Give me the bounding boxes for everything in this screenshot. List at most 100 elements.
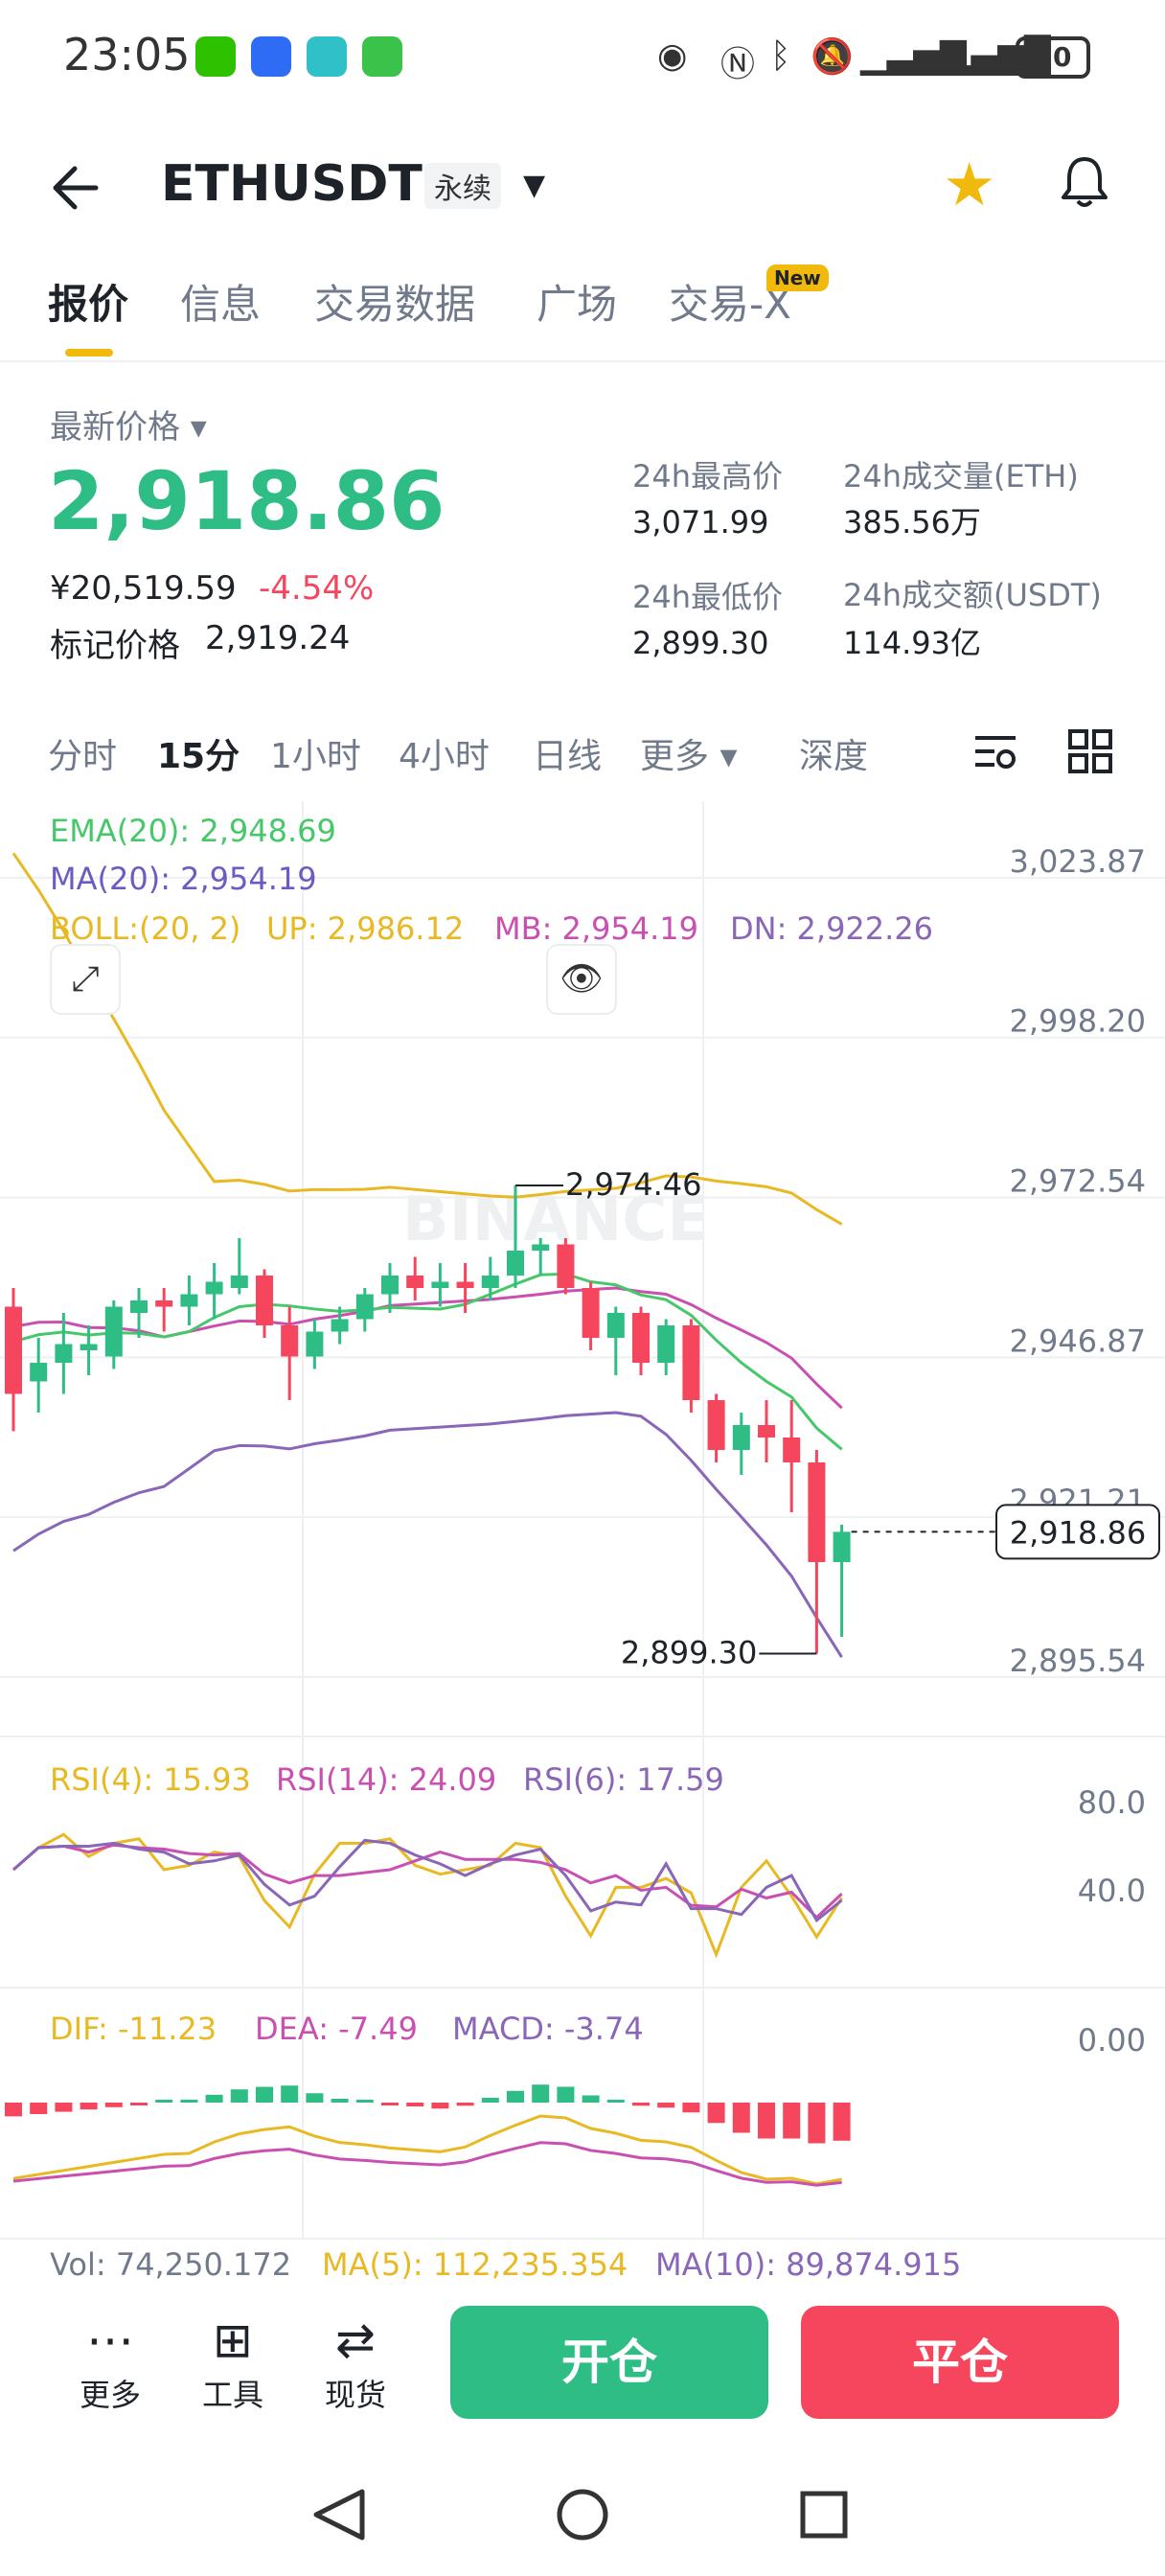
macd-bar <box>632 2103 650 2106</box>
macd-bar <box>783 2103 801 2139</box>
candle-body <box>707 1400 725 1450</box>
vol-ma10-label: MA(10): 89,874.915 <box>655 2246 962 2283</box>
candle-body <box>632 1313 650 1363</box>
favorite-star-icon[interactable]: ★ <box>943 150 996 219</box>
interval-1h[interactable]: 1小时 <box>270 737 361 776</box>
latest-price-label[interactable]: 最新价格 ▾ <box>50 408 207 447</box>
rsi-axis-label: 40.0 <box>1078 1873 1146 1909</box>
fullscreen-icon[interactable]: ⤢ <box>50 944 121 1015</box>
bell-icon[interactable] <box>1058 153 1111 215</box>
ma-label: MA(20): 2,954.19 <box>50 861 317 897</box>
grid-layout-icon[interactable] <box>1067 728 1113 778</box>
candle-body <box>230 1276 248 1288</box>
macd-bar <box>5 2103 22 2117</box>
interval-1d[interactable]: 日线 <box>533 737 603 776</box>
candle-body <box>808 1462 826 1562</box>
symbol-title[interactable]: ETHUSDT <box>161 155 423 213</box>
nav-recents-icon <box>800 2491 848 2539</box>
binance-watermark: BINANCE <box>402 1184 709 1255</box>
macd-bar <box>104 2103 123 2107</box>
boll-upper-line <box>11 852 843 1226</box>
tab-square[interactable]: 广场 <box>537 281 618 328</box>
more-icon: ⋯ <box>86 2312 134 2368</box>
macd-bar <box>155 2100 173 2103</box>
current-price-box <box>995 1504 1160 1560</box>
price-axis-label: 2,998.20 <box>1010 1003 1147 1040</box>
nav-back-icon <box>313 2489 365 2541</box>
interval-4h[interactable]: 4小时 <box>399 737 490 776</box>
tab-quote[interactable]: 报价 <box>48 281 129 328</box>
volume-value: 385.56万 <box>843 504 981 540</box>
status-bar: 23:05 ◉ Ⓝ ᛒ 🔕 ▁▃▅▇ ▂▄▆█ 70 <box>0 0 1165 115</box>
chart-area[interactable]: 3,023.87 2,998.20 2,972.54 2,946.87 2,921.21… <box>0 801 1165 2240</box>
signal-1-icon: ▁▃▅▇ <box>860 36 967 76</box>
low-marker-label: 2,899.30 <box>621 1635 758 1671</box>
active-tab-indicator <box>65 349 113 356</box>
candlestick-chart[interactable]: 3,023.872,998.202,972.542,946.872,921.21… <box>0 801 1165 2277</box>
macd-bar <box>657 2103 675 2108</box>
volume-label: 24h成交量(ETH) <box>843 458 1079 494</box>
candle-body <box>205 1281 223 1295</box>
candle-body <box>355 1294 374 1320</box>
candle-body <box>256 1276 273 1325</box>
spot-button[interactable]: ⇄ 现货 <box>312 2310 399 2415</box>
macd-bar <box>507 2090 524 2103</box>
macd-bar <box>707 2103 725 2124</box>
eye-toggle-icon[interactable]: 👁 <box>546 944 617 1015</box>
vol-ma5-label: MA(5): 112,235.354 <box>322 2246 628 2283</box>
candle-body <box>833 1531 851 1562</box>
candle-body <box>381 1276 399 1295</box>
macd-bar <box>406 2103 424 2106</box>
macd-bar <box>833 2103 851 2141</box>
mark-price: 2,919.24 <box>205 619 351 657</box>
amount-label: 24h成交额(USDT) <box>843 577 1102 613</box>
candle-body <box>55 1344 73 1363</box>
macd-bar <box>758 2103 775 2139</box>
vol-label: Vol: 74,250.172 <box>50 2246 292 2283</box>
macd-bar <box>431 2103 449 2109</box>
candle-body <box>783 1438 801 1462</box>
price-axis-label: 2,895.54 <box>1010 1643 1147 1679</box>
tab-bar <box>0 268 1165 362</box>
candle-body <box>431 1281 449 1288</box>
amount-value: 114.93亿 <box>843 625 981 661</box>
macd-bar <box>281 2085 299 2103</box>
low-value: 2,899.30 <box>632 625 769 661</box>
interval-15m[interactable]: 15分 <box>157 737 240 776</box>
depth-tab[interactable]: 深度 <box>799 737 869 776</box>
macd-bar <box>130 2103 148 2105</box>
macd-axis-label: 0.00 <box>1078 2022 1146 2058</box>
nfc-icon: Ⓝ <box>720 45 756 84</box>
tools-icon: ⊞ <box>213 2312 253 2368</box>
boll-up-label: UP: 2,986.12 <box>266 910 465 947</box>
macd-bar <box>532 2084 550 2103</box>
close-position-button[interactable]: 平仓 <box>801 2306 1119 2419</box>
macd-bar <box>481 2098 499 2103</box>
price-axis-label: 2,972.54 <box>1010 1162 1147 1199</box>
new-badge: New <box>766 264 829 291</box>
rsi4-label: RSI(4): 15.93 <box>50 1761 251 1798</box>
price-change: -4.54% <box>259 569 375 608</box>
ema-label: EMA(20): 2,948.69 <box>50 813 336 849</box>
tab-info[interactable]: 信息 <box>180 281 262 328</box>
candle-body <box>582 1288 600 1338</box>
more-button[interactable]: ⋯ 更多 <box>67 2310 153 2415</box>
candle-body <box>732 1425 750 1450</box>
signal-2-icon: ▂▄▆█ <box>945 36 1051 76</box>
bluetooth-icon: ᛒ <box>770 36 791 76</box>
back-arrow-icon[interactable] <box>48 161 105 224</box>
open-position-button[interactable]: 开仓 <box>450 2306 768 2419</box>
tools-button[interactable]: ⊞ 工具 <box>190 2310 276 2415</box>
interval-time[interactable]: 分时 <box>48 737 118 776</box>
macd-bar <box>30 2103 48 2114</box>
chart-settings-icon[interactable] <box>971 728 1019 780</box>
symbol-dropdown-icon[interactable]: ▼ <box>523 169 546 202</box>
high-value: 3,071.99 <box>632 504 769 540</box>
price-axis-label: 2,946.87 <box>1010 1322 1147 1359</box>
interval-more[interactable]: 更多 ▾ <box>640 737 738 776</box>
tab-trading-data[interactable]: 交易数据 <box>314 281 476 328</box>
mute-icon: 🔕 <box>811 37 854 77</box>
macd-bar <box>808 2103 826 2144</box>
android-nav-bar <box>0 2453 1165 2576</box>
macd-bar <box>331 2099 349 2103</box>
